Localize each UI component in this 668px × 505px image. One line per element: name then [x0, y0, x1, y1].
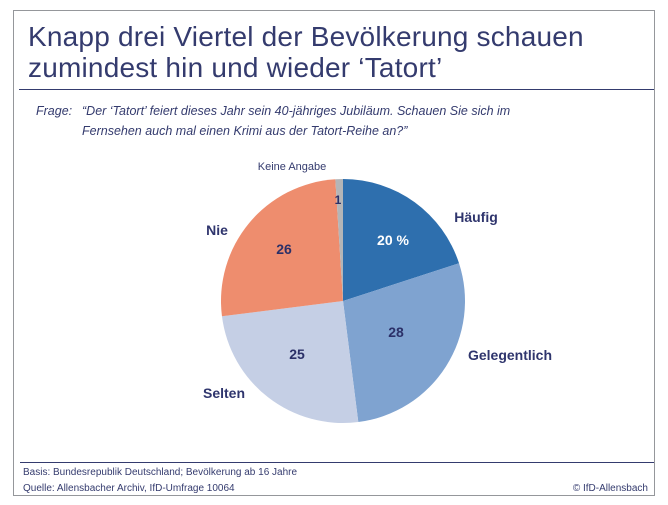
- question-line2: Fernsehen auch mal einen Krimi aus der T…: [82, 124, 408, 138]
- footer-basis: Basis: Bundesrepublik Deutschland; Bevöl…: [23, 467, 298, 478]
- slice-label-keine-angabe: Keine Angabe: [257, 161, 327, 173]
- title-divider: [19, 89, 654, 90]
- pie-slice-haeufig: [343, 179, 460, 301]
- slice-label-selten: Selten: [202, 385, 246, 401]
- slice-label-gelegentlich: Gelegentlich: [467, 347, 553, 363]
- infographic-frame: Knapp drei Viertel der Bevölkerung schau…: [13, 10, 655, 496]
- slice-value-haeufig: 20 %: [377, 232, 409, 248]
- slice-label-nie: Nie: [206, 222, 228, 238]
- footer-source: Quelle: Allensbacher Archiv, IfD-Umfrage…: [23, 483, 235, 494]
- footer-copyright: © IfD-Allensbach: [572, 483, 648, 494]
- question-text: “Der ‘Tatort’ feiert dieses Jahr sein 40…: [82, 101, 510, 141]
- pie-slice-keine-angabe: [335, 179, 343, 301]
- pie-slice-nie: [220, 179, 343, 317]
- footer-divider: [20, 462, 654, 463]
- slice-value-selten: 25: [289, 346, 305, 362]
- pie-slice-gelegentlich: [343, 263, 466, 423]
- pie-chart: Keine Angabe 1 Häufig 20 % Gelegentlich …: [193, 151, 552, 451]
- question-line1: “Der ‘Tatort’ feiert dieses Jahr sein 40…: [82, 104, 511, 118]
- pie-slice-selten: [221, 301, 359, 424]
- slice-label-haeufig: Häufig: [454, 209, 498, 225]
- page-title-line2: zumindest hin und wieder ‘Tatort’: [28, 52, 443, 83]
- survey-question: Frage: “Der ‘Tatort’ feiert dieses Jahr …: [36, 101, 510, 141]
- page-title: Knapp drei Viertel der Bevölkerung schau…: [28, 21, 584, 83]
- page-title-line1: Knapp drei Viertel der Bevölkerung schau…: [28, 21, 584, 52]
- slice-value-gelegentlich: 28: [388, 324, 404, 340]
- question-prefix: Frage:: [36, 104, 73, 118]
- pie-svg: [220, 179, 466, 424]
- slice-value-nie: 26: [276, 241, 292, 257]
- slice-value-keine-angabe: 1: [334, 193, 342, 207]
